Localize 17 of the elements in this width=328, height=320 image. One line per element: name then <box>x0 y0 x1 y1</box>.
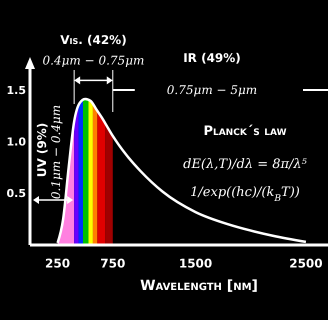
annotation: 0.75μm − 5μm <box>166 83 258 97</box>
annotation: IR (49%) <box>183 51 241 65</box>
y-tick-label: 1.5 <box>6 84 26 98</box>
y-tick-label: 0.5 <box>6 187 26 200</box>
annotation: 1/exp((hc)/(k$_{B}$T)) <box>190 185 300 204</box>
text: Vis. (42%) <box>60 33 127 47</box>
annotation: 0.1μm − 0.4μm <box>49 104 63 200</box>
x-axis-title: Wavelength [nm] <box>140 278 258 294</box>
annotation: UV (9%) <box>35 122 49 178</box>
x-tick-label: 250 <box>45 256 70 271</box>
x-tick-label: 2500 <box>289 256 323 271</box>
annotation: 0.4μm − 0.75μm <box>42 53 144 68</box>
x-tick-label: 750 <box>100 256 126 271</box>
annotation: Planck´s law <box>203 124 287 139</box>
annotation: dE(λ,T)/dλ = 8π/λ⁵ <box>183 157 308 172</box>
x-tick-label: 1500 <box>178 256 212 271</box>
y-tick-label: 1.0 <box>6 136 26 149</box>
